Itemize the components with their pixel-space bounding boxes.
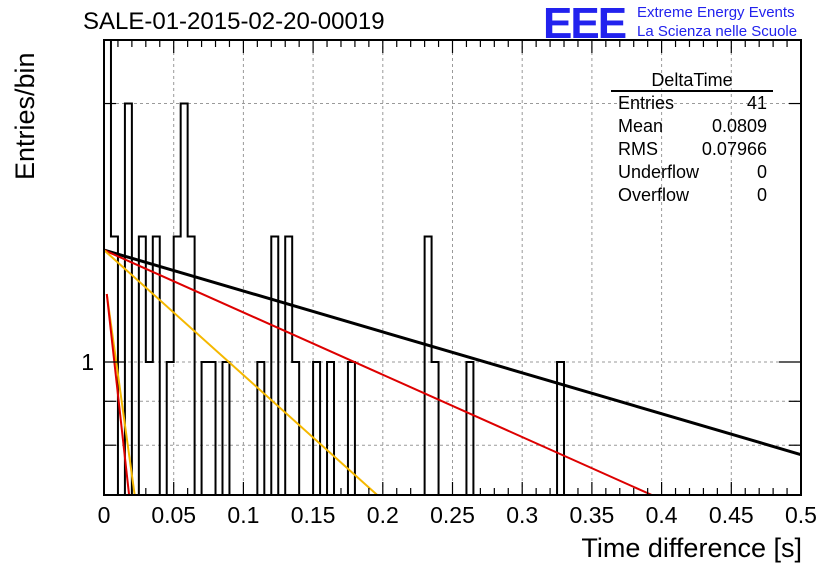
stats-value: 41 (746, 93, 767, 113)
stats-value: 0 (756, 185, 767, 205)
x-tick-label: 0.5 (785, 502, 817, 528)
fit-line (103, 249, 378, 496)
stats-row-mean: Mean 0.0809 (611, 115, 773, 138)
x-tick-label: 0.4 (646, 502, 678, 528)
stats-row-underflow: Underflow 0 (611, 161, 773, 184)
stats-value: 0 (756, 162, 767, 182)
x-tick-label: 0.25 (430, 502, 475, 528)
x-tick-label: 0.15 (291, 502, 336, 528)
stats-row-entries: Entries 41 (611, 92, 773, 115)
stats-label: RMS (618, 139, 658, 159)
stats-label: Mean (618, 116, 664, 136)
x-tick-label: 0.05 (151, 502, 196, 528)
eee-logo: EEE (543, 0, 627, 48)
fit-line (103, 248, 802, 457)
stats-value: 0.0809 (711, 116, 767, 136)
x-tick-label: 0.35 (570, 502, 615, 528)
x-tick-label: 0.1 (227, 502, 259, 528)
x-tick-label: 0 (98, 502, 111, 528)
fit-line (103, 249, 653, 496)
stats-row-rms: RMS 0.07966 (611, 138, 773, 161)
y-axis-label: Entries/bin (10, 52, 40, 180)
histogram-bars (103, 39, 566, 495)
stats-title: DeltaTime (611, 70, 773, 92)
org-line-2: La Scienza nelle Scuole (637, 23, 798, 40)
x-axis-label: Time difference [s] (581, 533, 802, 563)
stats-box: DeltaTime Entries 41 Mean 0.0809 RMS 0.0796… (611, 70, 773, 207)
stats-row-overflow: Overflow 0 (611, 184, 773, 207)
stats-label: Overflow (618, 185, 690, 205)
x-tick-label: 0.45 (709, 502, 754, 528)
run-title: SALE-01-2015-02-20-00019 (83, 8, 385, 35)
x-tick-label: 0.2 (367, 502, 399, 528)
org-line-1: Extreme Energy Events (637, 4, 795, 21)
stats-label: Entries (618, 93, 675, 113)
x-tick-label: 0.3 (506, 502, 538, 528)
stats-label: Underflow (618, 162, 700, 182)
y-tick-label: 1 (81, 349, 94, 375)
stats-value: 0.07966 (701, 139, 767, 159)
org-name: Extreme Energy Events La Scienza nelle S… (637, 3, 797, 41)
fit-line (105, 293, 131, 496)
